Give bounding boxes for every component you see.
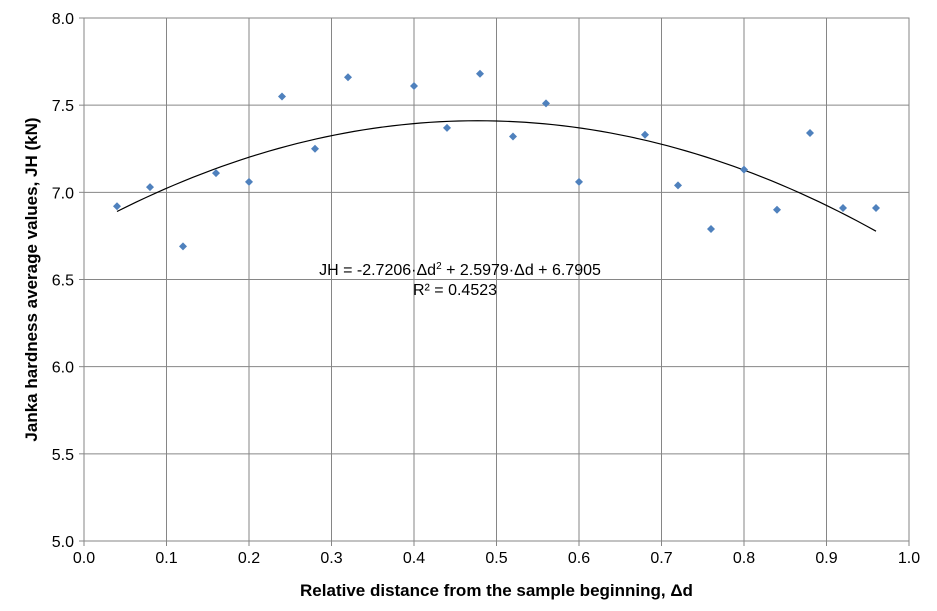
x-tick-label: 0.4	[403, 550, 425, 567]
data-point	[542, 99, 550, 108]
x-tick-label: 1.0	[898, 550, 920, 567]
data-point	[773, 205, 781, 214]
x-tick-label: 0.1	[155, 550, 177, 567]
data-point	[674, 181, 682, 190]
x-tick-label: 0.5	[485, 550, 507, 567]
x-axis-ticks: 0.0 0.1 0.2 0.3 0.4 0.5 0.6 0.7 0.8 0.9 1.0	[73, 541, 920, 567]
data-point	[872, 204, 880, 213]
data-point	[212, 169, 220, 178]
equation-exponent: 2	[436, 261, 442, 272]
data-point	[707, 224, 715, 233]
data-point	[806, 129, 814, 138]
data-point	[179, 242, 187, 251]
data-point	[311, 144, 319, 153]
x-tick-label: 0.9	[815, 550, 837, 567]
y-tick-label: 7.5	[52, 98, 74, 115]
equation-prefix: JH = -2.7206·Δd	[319, 262, 436, 279]
data-point	[146, 183, 154, 192]
data-point	[113, 202, 121, 211]
data-point	[344, 73, 352, 82]
data-point	[410, 81, 418, 90]
y-tick-label: 7.0	[52, 185, 74, 202]
x-tick-label: 0.7	[650, 550, 672, 567]
y-tick-label: 8.0	[52, 11, 74, 28]
equation-suffix: + 2.5979·Δd + 6.7905	[442, 262, 601, 279]
y-tick-label: 5.5	[52, 447, 74, 464]
y-tick-label: 5.0	[52, 534, 74, 551]
data-point	[509, 132, 517, 141]
data-point	[278, 92, 286, 101]
x-tick-label: 0.2	[238, 550, 260, 567]
data-point	[245, 177, 253, 186]
x-tick-label: 0.3	[320, 550, 342, 567]
data-point	[839, 204, 847, 213]
y-axis-ticks: 5.0 5.5 6.0 6.5 7.0 7.5 8.0	[52, 11, 84, 551]
y-tick-label: 6.5	[52, 273, 74, 290]
data-point	[740, 165, 748, 174]
r-squared-label: R² = 0.4523	[413, 282, 497, 299]
x-axis-title: Relative distance from the sample beginn…	[300, 581, 693, 600]
data-point	[641, 130, 649, 139]
data-point	[575, 177, 583, 186]
x-tick-label: 0.8	[733, 550, 755, 567]
data-points	[113, 69, 880, 251]
x-tick-label: 0.0	[73, 550, 95, 567]
data-point	[476, 69, 484, 78]
trendline	[116, 120, 877, 232]
data-point	[443, 123, 451, 132]
gridlines	[83, 17, 910, 542]
y-axis-title: Janka hardness average values, JH (kN)	[22, 117, 41, 441]
y-tick-label: 6.0	[52, 360, 74, 377]
x-tick-label: 0.6	[568, 550, 590, 567]
trendline-equation: JH = -2.7206·Δd2 + 2.5979·Δd + 6.7905	[319, 261, 601, 279]
